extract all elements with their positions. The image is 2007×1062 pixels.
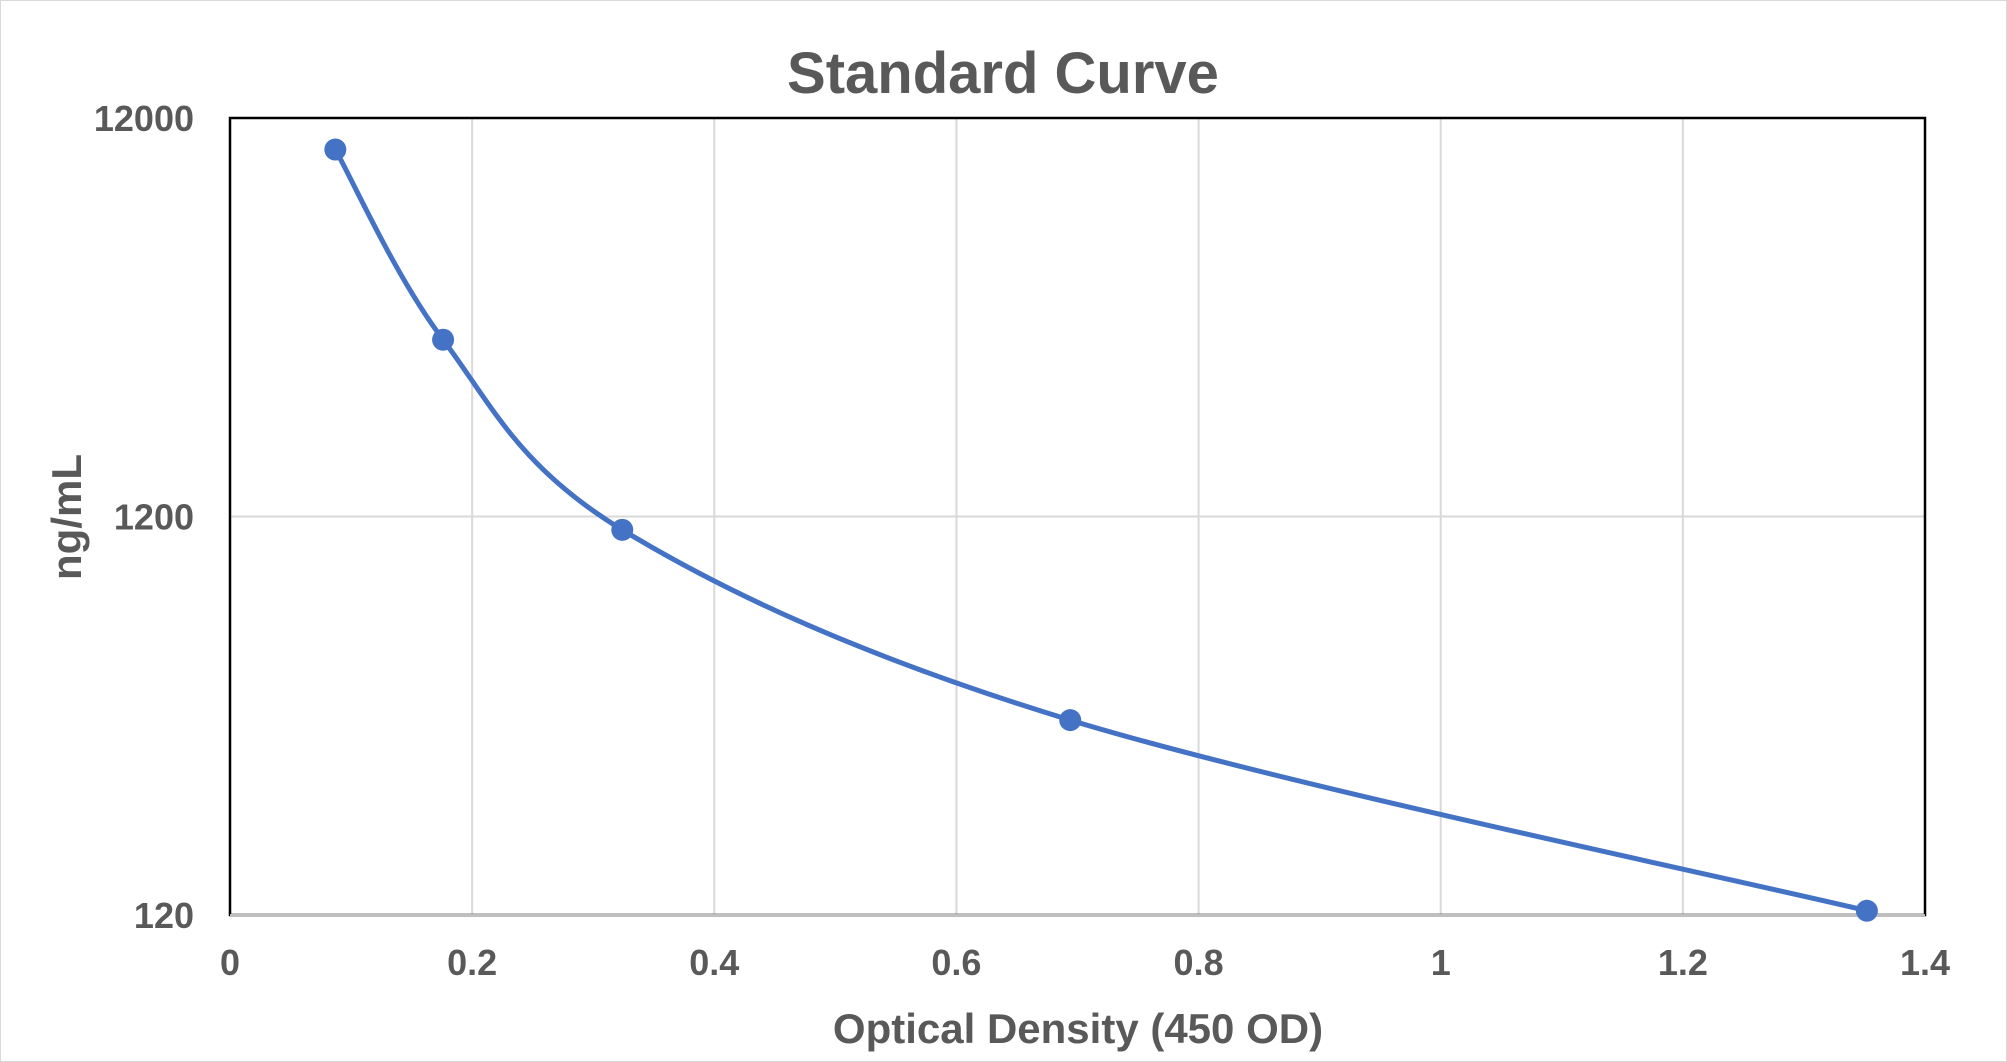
x-tick-label: 1 bbox=[1431, 942, 1451, 983]
x-tick-label: 0.6 bbox=[931, 942, 981, 983]
data-point bbox=[1855, 899, 1878, 922]
x-tick-label: 0.2 bbox=[447, 942, 497, 983]
y-tick-label: 1200 bbox=[114, 497, 194, 538]
x-tick-label: 0.4 bbox=[689, 942, 739, 983]
data-point bbox=[432, 328, 455, 351]
chart-title: Standard Curve bbox=[787, 41, 1219, 106]
series-layer bbox=[324, 138, 1878, 922]
data-point bbox=[611, 518, 634, 541]
x-tick-label: 0 bbox=[220, 942, 240, 983]
data-point bbox=[1059, 709, 1082, 732]
x-tick-labels: 0 0.2 0.4 0.6 0.8 1 1.2 1.4 bbox=[220, 942, 1950, 983]
x-tick-label: 1.4 bbox=[1900, 942, 1950, 983]
axes bbox=[228, 116, 1927, 917]
y-tick-labels: 120 1200 12000 bbox=[94, 98, 194, 936]
y-tick-label: 12000 bbox=[94, 98, 194, 139]
y-axis-title: ng/mL bbox=[43, 454, 90, 580]
grid-lines bbox=[230, 118, 1925, 915]
series-curve bbox=[333, 148, 1868, 914]
x-tick-label: 1.2 bbox=[1658, 942, 1708, 983]
data-point bbox=[324, 138, 347, 161]
x-axis-title: Optical Density (450 OD) bbox=[833, 1005, 1323, 1052]
y-tick-label: 120 bbox=[134, 895, 194, 936]
x-tick-label: 0.8 bbox=[1174, 942, 1224, 983]
